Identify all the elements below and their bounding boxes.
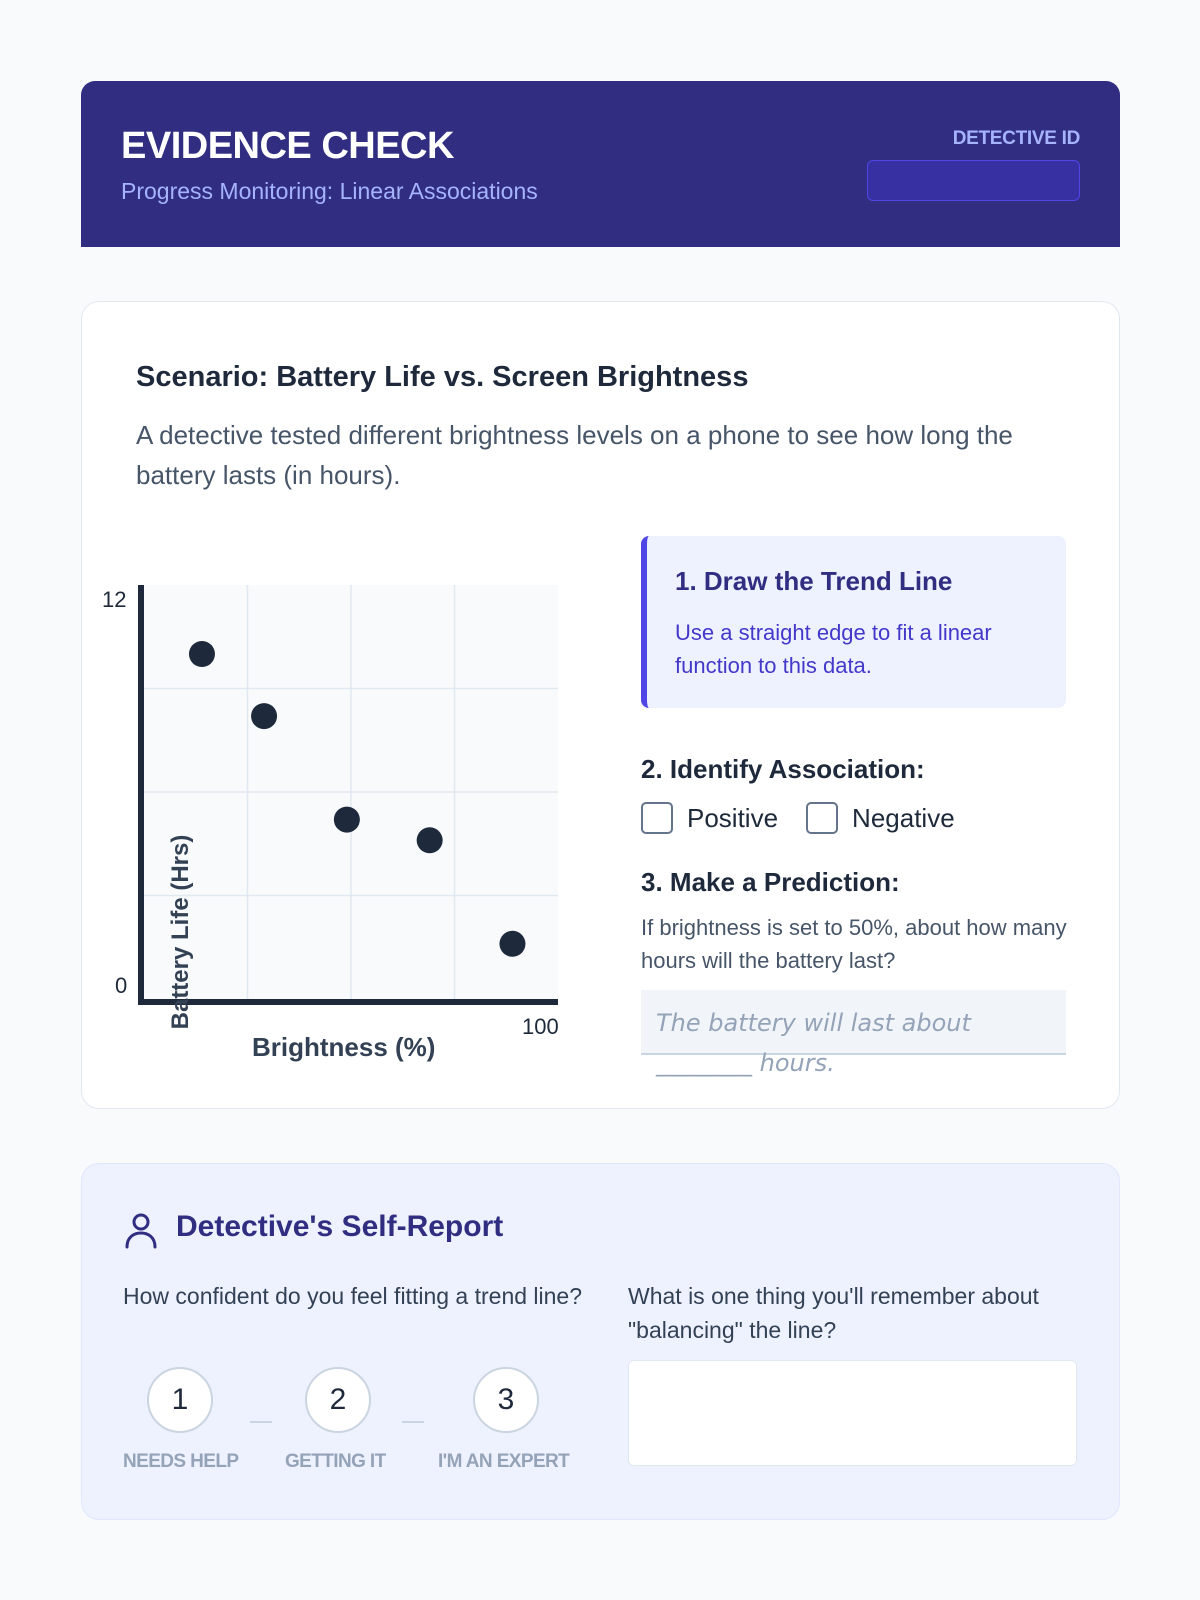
- rating-1-circle[interactable]: 1: [147, 1367, 213, 1433]
- task1-text: Use a straight edge to fit a linear func…: [675, 620, 992, 678]
- rating-2-circle[interactable]: 2: [305, 1367, 371, 1433]
- rating-3-label: I'M AN EXPERT: [438, 1451, 570, 1472]
- rating-1[interactable]: 1: [147, 1367, 213, 1433]
- rating-2-label: GETTING IT: [285, 1451, 386, 1472]
- page-header: EVIDENCE CHECK Progress Monitoring: Line…: [81, 81, 1120, 247]
- reflection-answer-box[interactable]: [628, 1360, 1077, 1466]
- scenario-description: A detective tested different brightness …: [136, 420, 1013, 490]
- page-title: EVIDENCE CHECK: [121, 125, 454, 167]
- rating-3-circle[interactable]: 3: [473, 1367, 539, 1433]
- rating-1-label: NEEDS HELP: [123, 1451, 239, 1472]
- data-point-3: [333, 806, 360, 833]
- self-report-card: Detective's Self-Report How confident do…: [81, 1163, 1120, 1520]
- scenario-title: Scenario: Battery Life vs. Screen Bright…: [136, 361, 749, 393]
- data-point-2: [251, 703, 278, 730]
- negative-checkbox[interactable]: [806, 802, 839, 834]
- scatter-plot-svg: [138, 585, 558, 1005]
- data-point-1: [188, 641, 215, 667]
- option-positive[interactable]: Positive: [641, 802, 778, 834]
- association-options: Positive Negative: [641, 801, 983, 835]
- positive-checkbox[interactable]: [641, 802, 673, 834]
- rating-3[interactable]: 3: [473, 1367, 539, 1433]
- trend-line-task: 1. Draw the Trend Line Use a straight ed…: [641, 536, 1066, 708]
- user-icon: [125, 1213, 157, 1249]
- prediction-placeholder: The battery will last about ________ hou…: [656, 1009, 971, 1077]
- detective-id-label: DETECTIVE ID: [952, 128, 1081, 149]
- task3-title: 3. Make a Prediction:: [641, 867, 900, 897]
- data-point-4: [416, 827, 443, 854]
- positive-label: Positive: [687, 802, 779, 833]
- scatter-plot: [138, 585, 558, 1005]
- y-axis-label: Battery Life (Hrs): [167, 834, 194, 1030]
- rating-connector: [402, 1421, 424, 1423]
- scenario-card: Scenario: Battery Life vs. Screen Bright…: [81, 301, 1120, 1109]
- task3-text: If brightness is set to 50%, about how m…: [641, 915, 1067, 973]
- reflection-question: What is one thing you'll remember about …: [628, 1283, 1039, 1343]
- rating-2[interactable]: 2: [305, 1367, 371, 1433]
- self-report-title: Detective's Self-Report: [176, 1210, 504, 1243]
- rating-connector: [250, 1421, 272, 1423]
- option-negative[interactable]: Negative: [806, 802, 955, 834]
- data-point-5: [499, 930, 526, 957]
- x-tick-label-max: 100: [522, 1014, 559, 1039]
- page-subtitle: Progress Monitoring: Linear Associations: [121, 178, 538, 204]
- detective-id-field[interactable]: [867, 160, 1080, 201]
- y-tick-label-min: 0: [115, 973, 128, 998]
- task1-title: 1. Draw the Trend Line: [675, 566, 953, 596]
- confidence-question: How confident do you feel fitting a tren…: [123, 1283, 583, 1309]
- task2-title: 2. Identify Association:: [641, 754, 925, 784]
- y-tick-label-max: 12: [102, 587, 127, 612]
- x-axis-label: Brightness (%): [252, 1032, 436, 1062]
- negative-label: Negative: [852, 802, 955, 833]
- prediction-input[interactable]: The battery will last about ________ hou…: [641, 990, 1066, 1077]
